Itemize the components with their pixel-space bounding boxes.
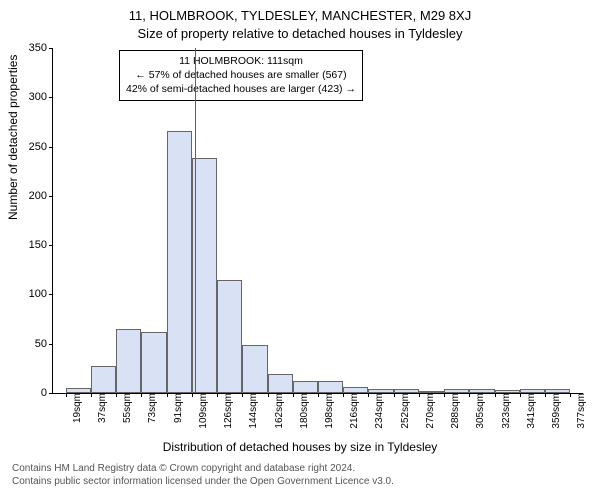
x-tick-mark <box>343 393 344 397</box>
x-tick-label: 359sqm <box>549 393 562 429</box>
y-tick-mark <box>49 344 53 345</box>
x-tick-mark <box>394 393 395 397</box>
x-tick-label: 270sqm <box>423 393 436 429</box>
histogram-bar <box>217 280 242 393</box>
histogram-bar <box>495 390 520 393</box>
x-tick-mark <box>545 393 546 397</box>
x-tick-label: 180sqm <box>297 393 310 429</box>
x-tick-mark <box>91 393 92 397</box>
footer-line1: Contains HM Land Registry data © Crown c… <box>12 462 394 475</box>
x-tick-label: 377sqm <box>574 393 587 429</box>
y-tick-mark <box>49 294 53 295</box>
x-tick-mark <box>116 393 117 397</box>
footer-line2: Contains public sector information licen… <box>12 475 394 488</box>
histogram-bar <box>167 131 192 393</box>
reference-line <box>195 48 196 393</box>
y-tick-mark <box>49 147 53 148</box>
histogram-bar <box>242 345 267 393</box>
histogram-bar <box>116 329 141 393</box>
histogram-bar <box>141 332 166 393</box>
x-tick-label: 341sqm <box>524 393 537 429</box>
chart-title-sub: Size of property relative to detached ho… <box>0 26 600 41</box>
x-tick-label: 19sqm <box>70 393 83 423</box>
x-tick-label: 323sqm <box>499 393 512 429</box>
histogram-bar <box>368 389 393 393</box>
x-tick-mark <box>495 393 496 397</box>
histogram-bar <box>419 391 444 393</box>
callout-line3: 42% of semi-detached houses are larger (… <box>126 82 356 96</box>
y-tick-mark <box>49 196 53 197</box>
histogram-bar <box>444 389 469 393</box>
x-tick-mark <box>192 393 193 397</box>
x-tick-label: 37sqm <box>95 393 108 423</box>
y-axis-label: Number of detached properties <box>6 55 20 220</box>
callout-line2: ← 57% of detached houses are smaller (56… <box>126 68 356 82</box>
x-tick-mark <box>444 393 445 397</box>
x-tick-label: 109sqm <box>196 393 209 429</box>
x-tick-label: 144sqm <box>246 393 259 429</box>
histogram-bar <box>394 389 419 393</box>
x-tick-label: 288sqm <box>448 393 461 429</box>
x-tick-mark <box>293 393 294 397</box>
plot-area: 11 HOLMBROOK: 111sqm ← 57% of detached h… <box>52 48 583 394</box>
y-tick-mark <box>49 245 53 246</box>
y-tick-mark <box>49 97 53 98</box>
x-tick-mark <box>217 393 218 397</box>
x-tick-mark <box>318 393 319 397</box>
y-tick-mark <box>49 48 53 49</box>
x-tick-label: 234sqm <box>372 393 385 429</box>
footer-attribution: Contains HM Land Registry data © Crown c… <box>12 462 394 488</box>
x-tick-mark <box>167 393 168 397</box>
histogram-bar <box>343 387 368 393</box>
histogram-bar <box>293 381 318 393</box>
x-tick-mark <box>141 393 142 397</box>
chart-title-main: 11, HOLMBROOK, TYLDESLEY, MANCHESTER, M2… <box>0 8 600 23</box>
x-axis-label: Distribution of detached houses by size … <box>0 440 600 454</box>
x-tick-label: 73sqm <box>145 393 158 423</box>
histogram-bar <box>91 366 116 393</box>
x-tick-mark <box>268 393 269 397</box>
x-tick-mark <box>242 393 243 397</box>
x-tick-mark <box>368 393 369 397</box>
x-tick-mark <box>66 393 67 397</box>
x-tick-mark <box>570 393 571 397</box>
x-tick-mark <box>520 393 521 397</box>
histogram-bar <box>318 381 343 393</box>
x-tick-label: 55sqm <box>120 393 133 423</box>
chart-container: 11, HOLMBROOK, TYLDESLEY, MANCHESTER, M2… <box>0 0 600 500</box>
x-tick-label: 126sqm <box>221 393 234 429</box>
histogram-bar <box>545 389 570 393</box>
x-tick-mark <box>419 393 420 397</box>
x-tick-label: 91sqm <box>171 393 184 423</box>
histogram-bar <box>469 389 494 393</box>
callout-box: 11 HOLMBROOK: 111sqm ← 57% of detached h… <box>119 50 363 101</box>
y-tick-mark <box>49 393 53 394</box>
x-tick-mark <box>469 393 470 397</box>
x-tick-label: 162sqm <box>272 393 285 429</box>
x-tick-label: 252sqm <box>398 393 411 429</box>
x-tick-label: 198sqm <box>322 393 335 429</box>
histogram-bar <box>520 389 545 393</box>
histogram-bar <box>66 388 91 393</box>
histogram-bar <box>268 374 293 393</box>
x-tick-label: 216sqm <box>347 393 360 429</box>
callout-line1: 11 HOLMBROOK: 111sqm <box>126 54 356 68</box>
x-tick-label: 305sqm <box>473 393 486 429</box>
